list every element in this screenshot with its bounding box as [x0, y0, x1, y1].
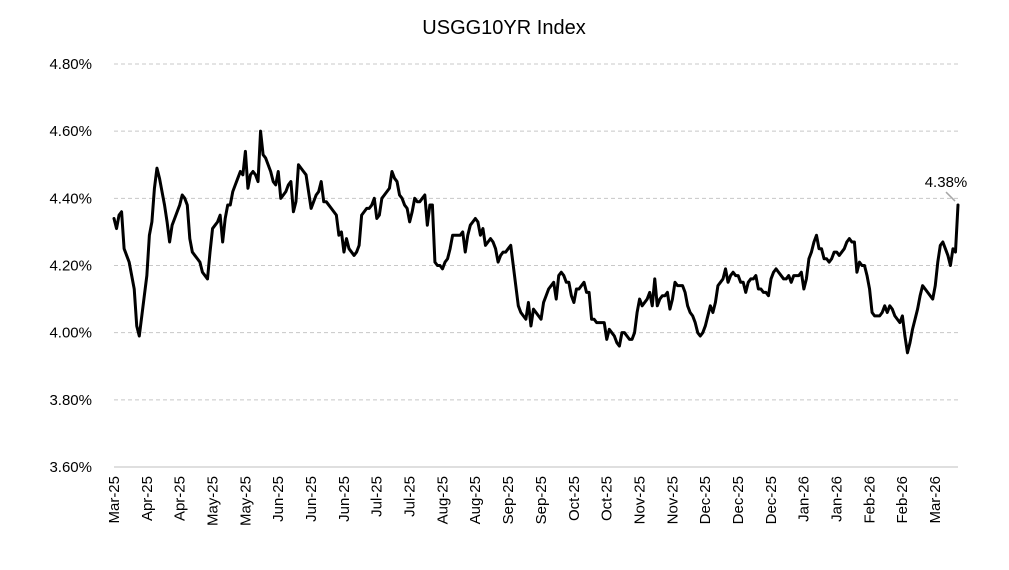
- x-tick-label: Jan-26: [828, 476, 845, 522]
- x-tick-label: Dec-25: [730, 476, 747, 524]
- x-tick-label: Oct-25: [566, 476, 583, 521]
- annotation-leader-line: [945, 191, 956, 202]
- y-tick-label: 4.60%: [49, 123, 92, 140]
- x-tick-label: Jun-25: [303, 476, 320, 522]
- y-tick-label: 3.60%: [49, 459, 92, 476]
- annotations: 4.38%: [925, 174, 968, 202]
- series-line: [112, 129, 960, 355]
- x-axis-ticks: Mar-25 Apr-25 Apr-25 May-25 May-25 Jun-25 Jun-…: [106, 476, 944, 526]
- x-tick-label: Nov-25: [631, 476, 648, 524]
- x-tick-label: Jul-25: [402, 476, 419, 517]
- x-tick-label: Jun-25: [336, 476, 353, 522]
- chart-title: USGG10YR Index: [422, 17, 585, 39]
- x-tick-label: Dec-25: [697, 476, 714, 524]
- y-tick-label: 4.20%: [49, 258, 92, 275]
- x-tick-label: Apr-25: [172, 476, 189, 521]
- x-tick-label: Mar-26: [927, 476, 944, 524]
- x-tick-label: Nov-25: [664, 476, 681, 524]
- x-tick-label: Aug-25: [434, 476, 451, 524]
- x-tick-label: Jan-26: [796, 476, 813, 522]
- y-axis-ticks: 3.60% 3.80% 4.00% 4.20% 4.40% 4.60% 4.80%: [49, 56, 92, 476]
- x-tick-label: Feb-26: [894, 476, 911, 524]
- y-tick-label: 4.40%: [49, 190, 92, 207]
- x-tick-label: Jul-25: [369, 476, 386, 517]
- x-tick-label: May-25: [237, 476, 254, 526]
- series-group: [112, 129, 960, 355]
- y-tick-label: 4.80%: [49, 56, 92, 73]
- x-tick-label: Mar-25: [106, 476, 123, 524]
- x-tick-label: Jun-25: [270, 476, 287, 522]
- y-tick-label: 4.00%: [49, 325, 92, 342]
- x-tick-label: Dec-25: [763, 476, 780, 524]
- x-tick-label: May-25: [205, 476, 222, 526]
- x-tick-label: Oct-25: [599, 476, 616, 521]
- gridlines: [114, 63, 958, 401]
- x-tick-label: Sep-25: [500, 476, 517, 524]
- x-tick-label: Sep-25: [533, 476, 550, 524]
- x-tick-label: Aug-25: [467, 476, 484, 524]
- x-tick-label: Feb-26: [861, 476, 878, 524]
- last-value-label: 4.38%: [925, 174, 968, 191]
- y-tick-label: 3.80%: [49, 392, 92, 409]
- x-tick-label: Apr-25: [139, 476, 156, 521]
